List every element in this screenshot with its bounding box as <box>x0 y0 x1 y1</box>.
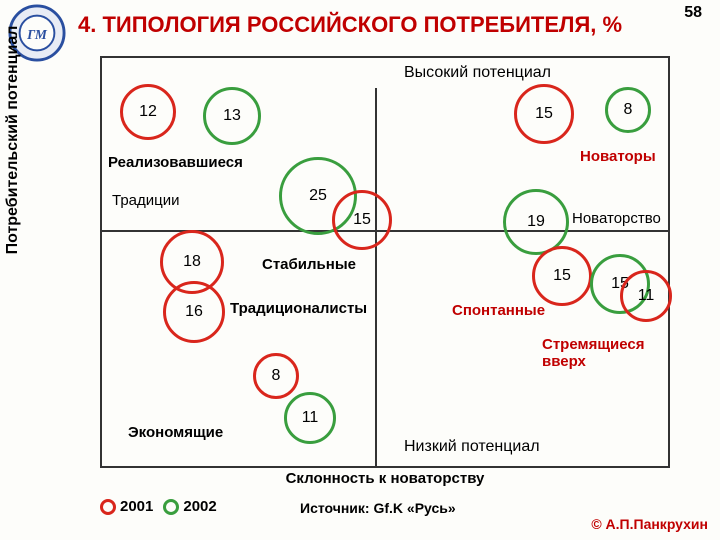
x-axis-label: Склонность к новаторству <box>100 470 670 487</box>
bubble-2001-15: 15 <box>332 190 392 250</box>
bubble-2001-11: 11 <box>620 270 672 322</box>
title-num: 4. <box>78 12 102 37</box>
segment-label: Новаторы <box>580 148 656 165</box>
left-axis-label: Традиции <box>112 192 180 209</box>
svg-text:ГМ: ГМ <box>26 27 48 42</box>
bubble-2001-12: 12 <box>120 84 176 140</box>
segment-label: Стремящиеся вверх <box>542 336 692 370</box>
segment-label: Экономящие <box>128 424 223 441</box>
legend-2001-label: 2001 <box>120 498 153 515</box>
legend: 2001 2002 <box>100 498 217 515</box>
bubble-2001-15: 15 <box>532 246 592 306</box>
slide-number: 58 <box>684 4 702 22</box>
segment-label: Реализовавшиеся <box>108 154 243 171</box>
bubble-2001-8: 8 <box>253 353 299 399</box>
legend-2002-icon <box>163 499 179 515</box>
segment-label: Стабильные <box>262 256 356 273</box>
bubble-2001-15: 15 <box>514 84 574 144</box>
bubble-2001-16: 16 <box>163 281 225 343</box>
quadrant-vline <box>375 88 377 466</box>
segment-label: Традиционалисты <box>230 300 367 317</box>
title-main: ТИПОЛОГИЯ РОССИЙСКОГО ПОТРЕБИТЕЛЯ, % <box>102 12 622 37</box>
right-axis-label: Новаторство <box>572 210 661 227</box>
bubble-2002-13: 13 <box>203 87 261 145</box>
copyright-text: © А.П.Панкрухин <box>591 516 708 532</box>
y-axis-label: Потребительский потенциал <box>4 10 22 270</box>
top-potential-label: Высокий потенциал <box>404 64 551 82</box>
legend-2002-label: 2002 <box>183 498 216 515</box>
source-text: Источник: Gf.K «Русь» <box>300 500 456 516</box>
segment-label: Спонтанные <box>452 302 545 319</box>
bottom-potential-label: Низкий потенциал <box>404 438 540 456</box>
bubble-2002-8: 8 <box>605 87 651 133</box>
slide-title: 4. ТИПОЛОГИЯ РОССИЙСКОГО ПОТРЕБИТЕЛЯ, % <box>78 12 622 38</box>
bubble-2002-11: 11 <box>284 392 336 444</box>
legend-2001-icon <box>100 499 116 515</box>
